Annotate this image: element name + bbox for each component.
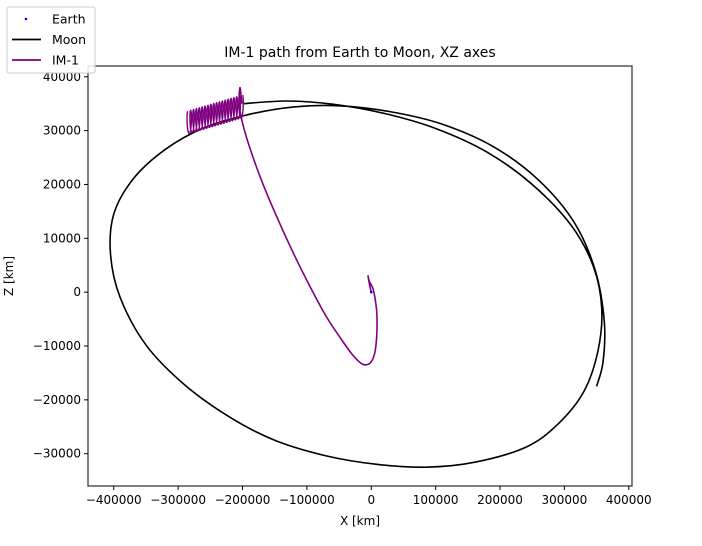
im1-series — [186, 86, 378, 366]
x-tick-label: 400000 — [606, 493, 652, 507]
legend-label: Moon — [52, 32, 86, 47]
legend-label: IM-1 — [52, 53, 79, 68]
x-axis: −400000 −300000 −200000 −100000 0 100000 20000… — [86, 486, 652, 507]
x-tick-label: 200000 — [477, 493, 523, 507]
earth-series — [369, 290, 373, 294]
legend-label: Earth — [52, 12, 86, 27]
x-tick-label: −200000 — [215, 493, 271, 507]
x-tick-label: −300000 — [150, 493, 206, 507]
y-tick-label: −30000 — [33, 447, 81, 461]
plot-frame — [87, 65, 633, 487]
x-tick-label: −100000 — [279, 493, 335, 507]
y-tick-label: 30000 — [43, 124, 81, 138]
y-tick-label: 10000 — [43, 231, 81, 245]
legend: Earth Moon IM-1 — [6, 6, 96, 74]
chart-title: IM-1 path from Earth to Moon, XZ axes — [224, 45, 495, 61]
earth-point — [369, 290, 373, 294]
x-tick-label: −400000 — [86, 493, 142, 507]
y-axis-label: Z [km] — [2, 256, 16, 296]
y-tick-label: 20000 — [43, 177, 81, 191]
im1-transfer-path — [238, 86, 378, 366]
plot-area — [87, 65, 633, 487]
legend-frame — [6, 6, 96, 74]
y-tick-label: −10000 — [33, 339, 81, 353]
moon-series — [109, 100, 606, 469]
x-tick-label: 100000 — [413, 493, 459, 507]
x-tick-label: 0 — [367, 493, 375, 507]
x-axis-label: X [km] — [340, 514, 380, 528]
moon-path — [109, 100, 606, 469]
x-tick-label: 300000 — [541, 493, 587, 507]
legend-marker-earth — [24, 17, 28, 21]
y-tick-label: 0 — [73, 285, 81, 299]
y-tick-label: −20000 — [33, 393, 81, 407]
im1-orbit-spiral — [186, 94, 244, 135]
